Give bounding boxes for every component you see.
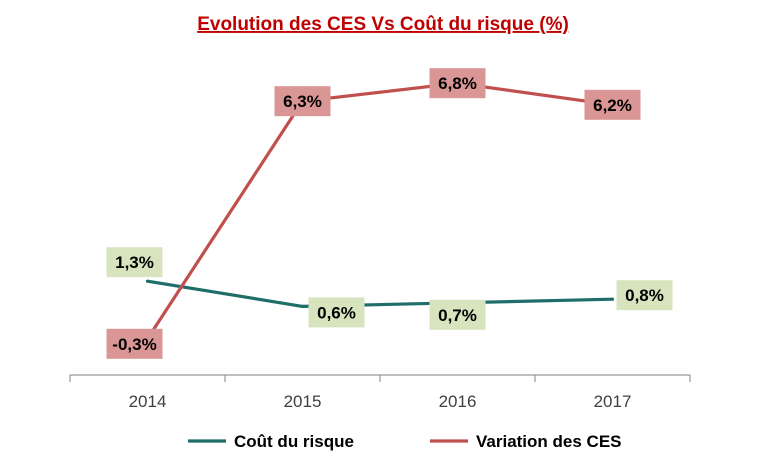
x-tick-label: 2017 — [594, 392, 632, 411]
data-label-box — [429, 68, 486, 99]
data-label-box — [429, 299, 486, 330]
x-axis: 2014 2015 2016 2017 — [69, 374, 691, 411]
data-label-box — [584, 89, 641, 120]
data-label: 6,8% — [429, 68, 486, 99]
series-line-2 — [146, 81, 613, 340]
data-label: 0,7% — [429, 299, 486, 330]
data-labels: 1,3% 0,6% 0,7% 0,8% -0,3% 6,3% 6,8% 6,2% — [106, 68, 673, 359]
data-label-text: 0,8% — [625, 286, 664, 305]
data-label-box — [106, 328, 163, 359]
legend-item: Variation des CES — [430, 432, 622, 451]
data-label-box — [308, 297, 365, 328]
data-label-text: 0,6% — [317, 303, 356, 322]
x-tick-label: 2016 — [439, 392, 477, 411]
data-label-box — [106, 247, 163, 278]
data-point — [610, 297, 615, 301]
legend-item: Coût du risque — [188, 432, 354, 451]
series-line-1 — [147, 279, 613, 308]
data-label-text: 1,3% — [115, 253, 154, 272]
chart-title: Evolution des CES Vs Coût du risque (%) — [197, 14, 569, 35]
data-label: -0,3% — [106, 328, 163, 359]
data-point — [145, 279, 150, 283]
data-label-text: 0,7% — [438, 306, 477, 325]
data-label: 6,3% — [274, 86, 331, 117]
legend-label: Coût du risque — [234, 432, 354, 451]
x-tick-label: 2015 — [284, 392, 322, 411]
data-point — [300, 304, 305, 308]
data-label-text: 6,2% — [593, 96, 632, 115]
legend-label: Variation des CES — [476, 432, 622, 451]
legend: Coût du risque Variation des CES — [188, 432, 622, 451]
data-label: 1,3% — [106, 247, 163, 278]
data-label-text: -0,3% — [112, 335, 156, 354]
data-label-box — [616, 280, 673, 311]
data-label: 0,6% — [308, 297, 365, 328]
data-label-text: 6,8% — [438, 74, 477, 93]
data-label: 0,8% — [616, 280, 673, 311]
data-label: 6,2% — [584, 89, 641, 120]
data-label-text: 6,3% — [283, 92, 322, 111]
x-tick-label: 2014 — [129, 392, 167, 411]
series-lines — [145, 81, 615, 341]
data-label-box — [274, 86, 331, 117]
